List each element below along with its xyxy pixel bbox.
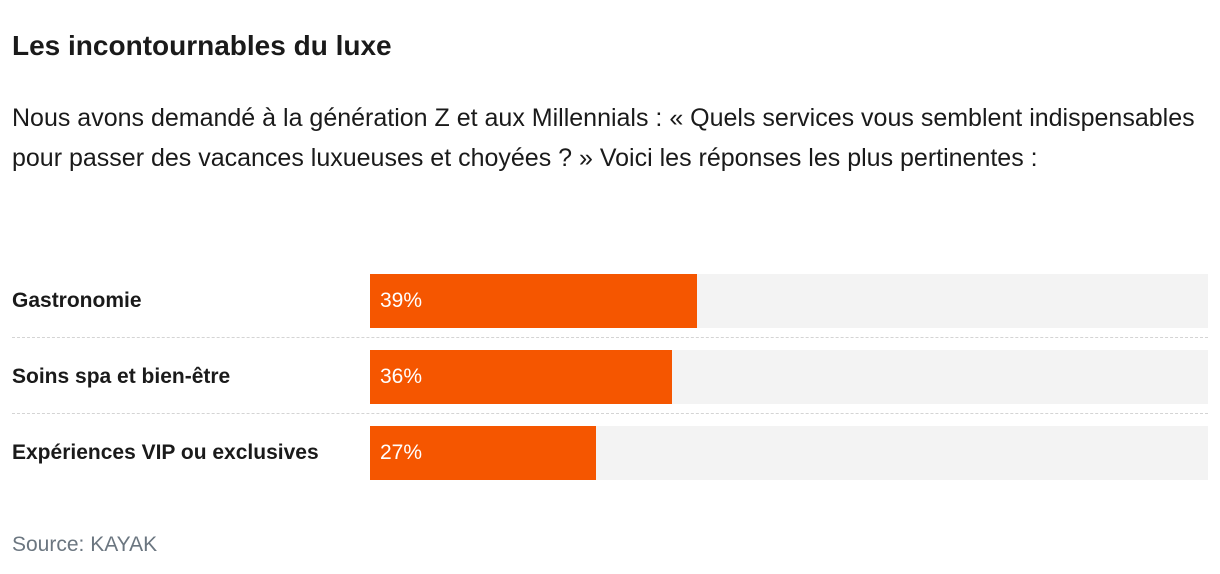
bar-value-label: 39% [380,289,423,312]
bar-track: 39% [370,274,1208,328]
bar-value-label: 36% [380,365,423,388]
chart-subtitle: Nous avons demandé à la génération Z et … [12,104,1195,172]
bar-value-label: 27% [380,441,423,464]
bar-chart: Gastronomie 39% Soins spa et bien-être 3… [12,262,1208,490]
bar [370,350,672,404]
bar-category-label: Soins spa et bien-être [12,365,231,388]
chart-title: Les incontournables du luxe [12,30,392,61]
bar [370,274,697,328]
bar-row: Gastronomie 39% [12,262,1208,338]
bar-category-label: Gastronomie [12,289,142,312]
bar-track: 27% [370,426,1208,480]
bar [370,426,597,480]
bar-category-label: Expériences VIP ou exclusives [12,441,319,464]
bar-track: 36% [370,350,1208,404]
bar-row: Expériences VIP ou exclusives 27% [12,414,1208,490]
chart-source: Source: KAYAK [12,533,158,556]
bar-row: Soins spa et bien-être 36% [12,338,1208,414]
